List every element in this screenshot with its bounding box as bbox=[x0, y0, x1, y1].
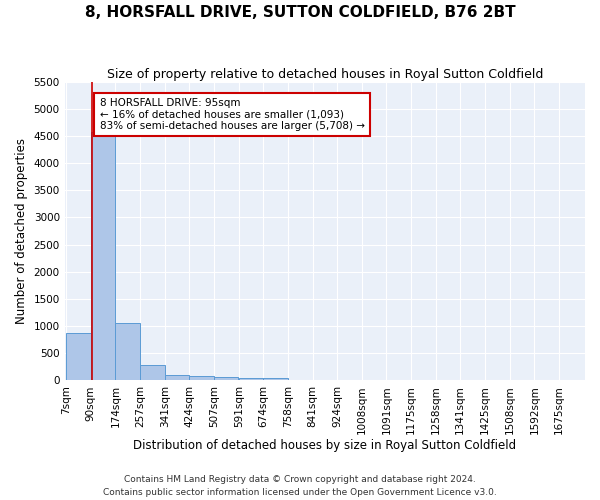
Bar bbox=[115, 323, 140, 380]
X-axis label: Distribution of detached houses by size in Royal Sutton Coldfield: Distribution of detached houses by size … bbox=[133, 440, 517, 452]
Bar bbox=[66, 333, 91, 380]
Text: 8, HORSFALL DRIVE, SUTTON COLDFIELD, B76 2BT: 8, HORSFALL DRIVE, SUTTON COLDFIELD, B76… bbox=[85, 5, 515, 20]
Bar bbox=[91, 132, 115, 380]
Text: Contains HM Land Registry data © Crown copyright and database right 2024.
Contai: Contains HM Land Registry data © Crown c… bbox=[103, 475, 497, 497]
Bar bbox=[263, 378, 288, 380]
Bar bbox=[190, 376, 214, 380]
Bar bbox=[214, 377, 238, 380]
Y-axis label: Number of detached properties: Number of detached properties bbox=[15, 138, 28, 324]
Text: 8 HORSFALL DRIVE: 95sqm
← 16% of detached houses are smaller (1,093)
83% of semi: 8 HORSFALL DRIVE: 95sqm ← 16% of detache… bbox=[100, 98, 365, 131]
Bar bbox=[239, 378, 263, 380]
Title: Size of property relative to detached houses in Royal Sutton Coldfield: Size of property relative to detached ho… bbox=[107, 68, 543, 80]
Bar bbox=[165, 375, 190, 380]
Bar bbox=[140, 364, 164, 380]
